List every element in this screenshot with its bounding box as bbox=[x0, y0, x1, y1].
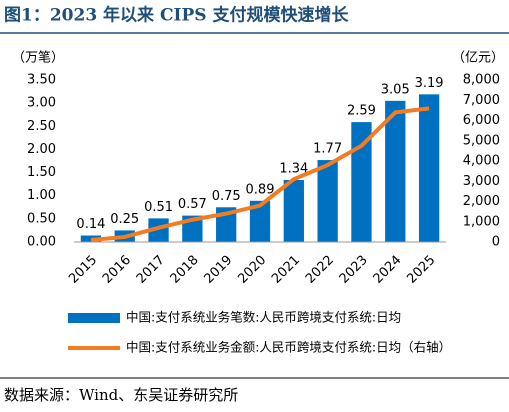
bar-value-label: 0.57 bbox=[178, 197, 207, 212]
bar-value-label: 1.34 bbox=[279, 161, 308, 176]
y-tick-label: 1.50 bbox=[27, 165, 56, 180]
y2-tick-label: 6,000 bbox=[463, 113, 500, 128]
x-tick-label: 2025 bbox=[404, 253, 438, 287]
bar-value-label: 0.25 bbox=[110, 212, 139, 227]
y-axis-label: （万笔） bbox=[12, 50, 64, 66]
bar-value-label: 1.77 bbox=[313, 142, 342, 157]
x-tick-label: 2017 bbox=[134, 253, 168, 287]
y2-tick-label: 0 bbox=[492, 235, 500, 250]
bar-value-label: 0.89 bbox=[246, 182, 275, 197]
x-tick-label: 2022 bbox=[303, 253, 337, 287]
y-tick-label: 2.00 bbox=[27, 142, 56, 157]
y-tick-label: 0.50 bbox=[27, 211, 56, 226]
y2-tick-label: 3,000 bbox=[463, 174, 500, 189]
bar-value-label: 2.59 bbox=[347, 104, 376, 119]
bar bbox=[418, 94, 440, 242]
source: 数据来源：Wind、东吴证券研究所 bbox=[4, 386, 238, 404]
bar-value-label: 3.05 bbox=[381, 82, 410, 97]
y-tick-label: 1.00 bbox=[27, 188, 56, 203]
y2-tick-label: 5,000 bbox=[463, 133, 500, 148]
bar-value-label: 0.14 bbox=[76, 217, 105, 232]
y2-axis-label: （亿元） bbox=[452, 51, 504, 66]
x-tick-label: 2016 bbox=[100, 253, 134, 287]
y2-tick-label: 8,000 bbox=[463, 73, 500, 88]
y2-tick-label: 7,000 bbox=[463, 93, 500, 108]
y2-tick-label: 2,000 bbox=[463, 194, 500, 209]
x-tick-label: 2018 bbox=[168, 253, 202, 287]
legend-label: 中国:支付系统业务金额:人民币跨境支付系统:日均（右轴） bbox=[126, 340, 451, 355]
legend-label: 中国:支付系统业务笔数:人民币跨境支付系统:日均 bbox=[126, 310, 401, 325]
bar-value-label: 3.19 bbox=[415, 76, 444, 91]
y-tick-label: 2.50 bbox=[27, 119, 56, 134]
y-tick-label: 3.00 bbox=[27, 96, 56, 111]
y-tick-label: 0.00 bbox=[27, 235, 56, 250]
bar-value-label: 0.51 bbox=[144, 200, 173, 215]
x-tick-label: 2015 bbox=[66, 253, 100, 287]
x-tick-label: 2019 bbox=[201, 253, 235, 287]
bar-value-label: 0.75 bbox=[212, 189, 241, 204]
bar bbox=[385, 100, 406, 242]
chart-title: 图1：2023 年以来 CIPS 支付规模快速增长 bbox=[4, 5, 349, 26]
line bbox=[90, 106, 430, 242]
y2-tick-label: 1,000 bbox=[463, 214, 500, 229]
bar bbox=[148, 218, 169, 242]
bar bbox=[351, 122, 372, 242]
bar bbox=[317, 160, 338, 242]
y2-tick-label: 4,000 bbox=[463, 154, 500, 169]
legend-swatch bbox=[68, 313, 120, 323]
x-tick-label: 2023 bbox=[337, 253, 371, 287]
x-tick-label: 2024 bbox=[371, 253, 405, 287]
x-tick-label: 2021 bbox=[269, 253, 303, 287]
y-tick-label: 3.50 bbox=[27, 73, 56, 88]
bar bbox=[283, 179, 304, 242]
bar bbox=[249, 200, 271, 242]
x-tick-label: 2020 bbox=[235, 253, 269, 287]
